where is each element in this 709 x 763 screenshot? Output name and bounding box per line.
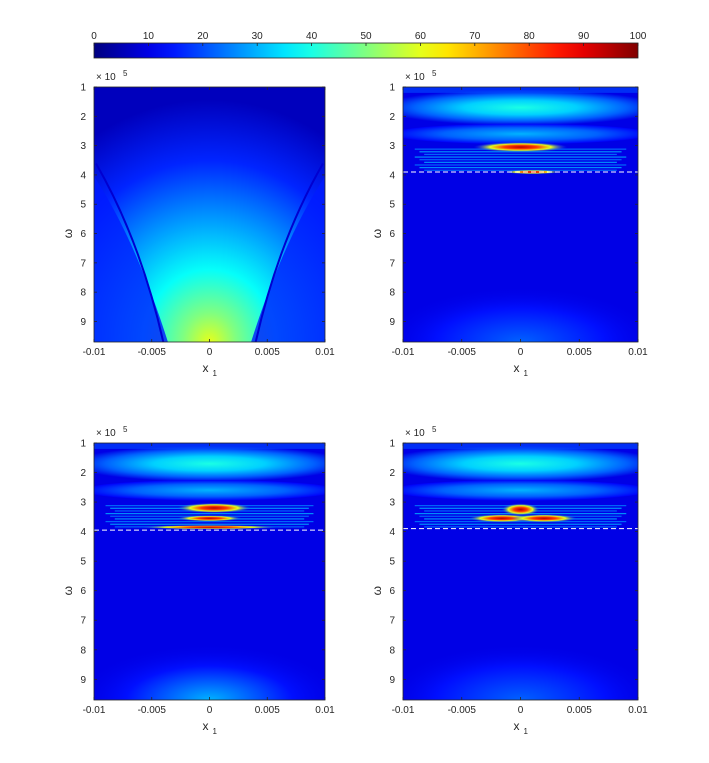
x-axis-label: x <box>514 719 520 733</box>
y-tick-label: 1 <box>389 439 395 450</box>
x-tick-label: 0.01 <box>315 347 335 358</box>
heatmap-image <box>94 87 325 342</box>
y-exponent-label: × 10 <box>405 72 425 83</box>
x-tick-label: -0.01 <box>83 705 106 716</box>
x-axis-label: x <box>514 361 520 375</box>
y-axis-label: ω <box>61 586 75 595</box>
x-axis-label-subscript: 1 <box>213 727 218 736</box>
y-tick-label: 1 <box>80 83 86 94</box>
heatmap-image <box>403 443 638 700</box>
x-tick-label: 0 <box>207 347 213 358</box>
y-tick-label: 2 <box>80 112 86 123</box>
y-tick-label: 8 <box>80 288 86 299</box>
y-tick-label: 2 <box>80 468 86 479</box>
y-tick-label: 5 <box>389 200 395 211</box>
x-tick-label: 0.01 <box>628 705 648 716</box>
y-tick-label: 4 <box>389 170 395 181</box>
y-exponent-label: × 10 <box>405 428 425 439</box>
y-tick-label: 3 <box>389 141 395 152</box>
y-tick-label: 3 <box>389 498 395 509</box>
x-tick-label: -0.01 <box>392 705 415 716</box>
y-tick-label: 5 <box>80 200 86 211</box>
colorbar-tick-label: 90 <box>578 31 590 42</box>
y-tick-label: 5 <box>80 557 86 568</box>
colorbar-tick-label: 20 <box>197 31 209 42</box>
y-tick-label: 2 <box>389 468 395 479</box>
x-tick-label: 0.005 <box>567 347 592 358</box>
colorbar-tick-label: 0 <box>91 31 97 42</box>
y-tick-label: 4 <box>389 527 395 538</box>
x-tick-label: -0.01 <box>392 347 415 358</box>
y-exponent-power: 5 <box>432 69 437 78</box>
colorbar-tick-label: 70 <box>469 31 481 42</box>
colorbar-tick-label: 100 <box>630 31 647 42</box>
y-tick-label: 6 <box>80 229 86 240</box>
y-tick-label: 9 <box>80 675 86 686</box>
y-exponent-label: × 10 <box>96 72 116 83</box>
y-tick-label: 1 <box>389 83 395 94</box>
colorbar-tick-label: 50 <box>360 31 372 42</box>
colorbar: 0 10 20 30 40 50 60 70 80 90 100 <box>91 31 647 59</box>
y-tick-label: 9 <box>80 317 86 328</box>
x-tick-label: -0.005 <box>448 705 477 716</box>
y-tick-label: 8 <box>80 645 86 656</box>
x-tick-label: 0.01 <box>315 705 335 716</box>
y-tick-label: 7 <box>389 258 395 269</box>
y-tick-label: 6 <box>389 229 395 240</box>
y-tick-label: 6 <box>80 586 86 597</box>
y-axis-label: ω <box>370 586 384 595</box>
y-exponent-power: 5 <box>123 425 128 434</box>
y-tick-label: 7 <box>389 616 395 627</box>
x-tick-label: -0.01 <box>83 347 106 358</box>
heatmap-image <box>94 443 325 700</box>
x-axis-label-subscript: 1 <box>524 727 529 736</box>
colorbar-ticks: 0 10 20 30 40 50 60 70 80 90 100 <box>91 31 647 46</box>
x-tick-label: 0 <box>518 705 524 716</box>
x-axis-label: x <box>203 361 209 375</box>
x-tick-label: -0.005 <box>138 347 167 358</box>
y-tick-label: 5 <box>389 557 395 568</box>
y-tick-label: 4 <box>80 527 86 538</box>
y-exponent-label: × 10 <box>96 428 116 439</box>
x-tick-label: 0.01 <box>628 347 648 358</box>
y-tick-label: 3 <box>80 141 86 152</box>
colorbar-tick-label: 40 <box>306 31 318 42</box>
y-axis-label: ω <box>370 229 384 238</box>
y-exponent-power: 5 <box>432 425 437 434</box>
colorbar-tick-label: 10 <box>143 31 155 42</box>
x-tick-label: 0 <box>518 347 524 358</box>
x-tick-label: -0.005 <box>448 347 477 358</box>
y-axis-label: ω <box>61 229 75 238</box>
x-tick-label: 0.005 <box>255 705 280 716</box>
x-tick-label: 0.005 <box>255 347 280 358</box>
y-tick-label: 1 <box>80 439 86 450</box>
x-axis-label: x <box>203 719 209 733</box>
y-tick-label: 9 <box>389 317 395 328</box>
y-tick-label: 2 <box>389 112 395 123</box>
y-tick-label: 4 <box>80 170 86 181</box>
x-axis-label-subscript: 1 <box>213 369 218 378</box>
y-tick-label: 3 <box>80 498 86 509</box>
y-tick-label: 6 <box>389 586 395 597</box>
heatmap-image <box>403 87 638 342</box>
x-tick-label: 0 <box>207 705 213 716</box>
y-tick-label: 8 <box>389 288 395 299</box>
y-tick-label: 9 <box>389 675 395 686</box>
x-axis-label-subscript: 1 <box>524 369 529 378</box>
y-tick-label: 8 <box>389 645 395 656</box>
x-tick-label: -0.005 <box>138 705 167 716</box>
y-tick-label: 7 <box>80 616 86 627</box>
y-tick-label: 7 <box>80 258 86 269</box>
colorbar-tick-label: 80 <box>524 31 536 42</box>
colorbar-tick-label: 60 <box>415 31 427 42</box>
y-exponent-power: 5 <box>123 69 128 78</box>
x-tick-label: 0.005 <box>567 705 592 716</box>
colorbar-tick-label: 30 <box>252 31 264 42</box>
